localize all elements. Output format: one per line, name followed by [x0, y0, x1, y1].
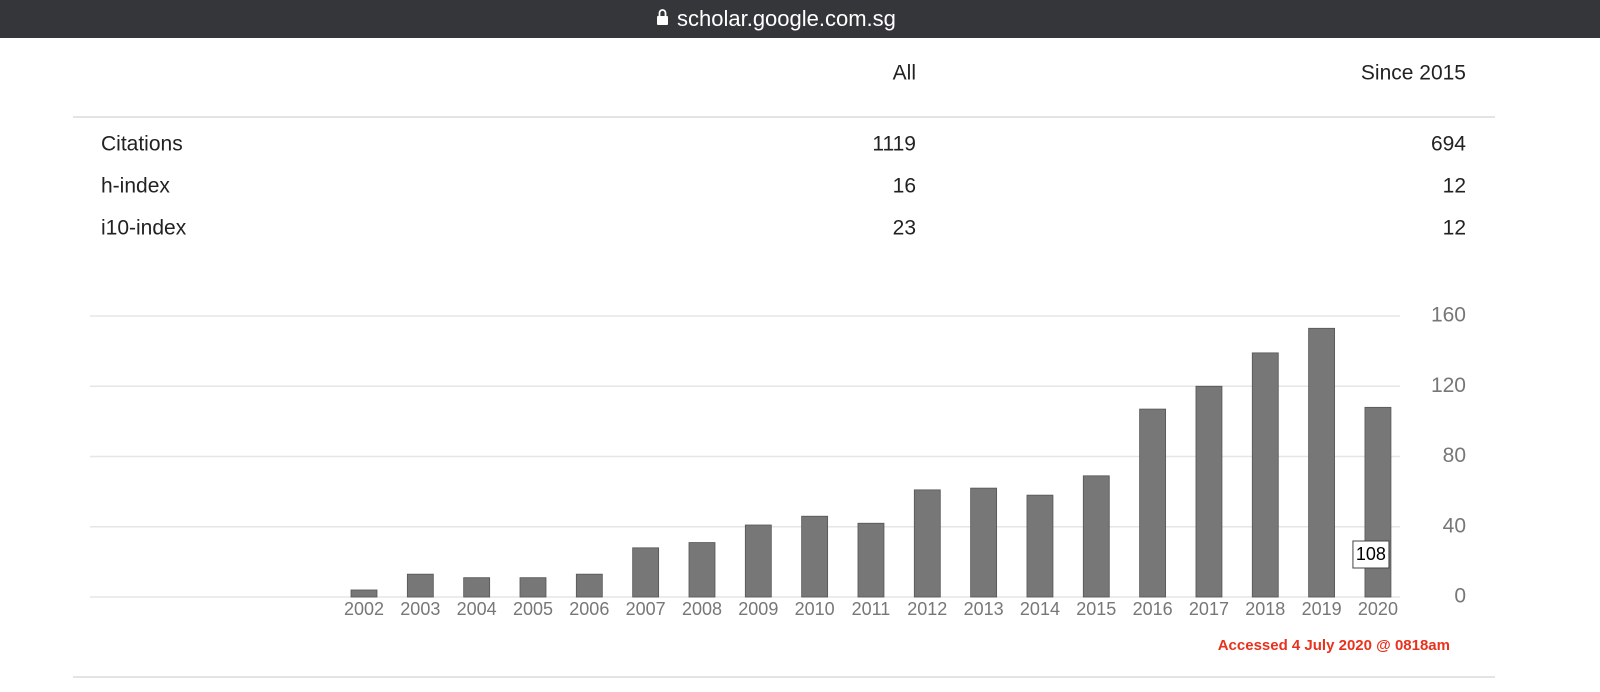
x-tick-label: 2008 — [682, 599, 722, 619]
y-tick-label: 160 — [1431, 304, 1466, 327]
address-bar — [0, 0, 1600, 38]
bar — [575, 573, 603, 598]
row-label: Citations — [101, 133, 183, 156]
x-tick-label: 2014 — [1020, 599, 1060, 619]
y-tick-label: 80 — [1443, 444, 1466, 467]
cell-value: 12 — [1443, 217, 1466, 240]
x-tick-label: 2004 — [457, 599, 497, 619]
x-tick-label: 2011 — [852, 599, 891, 619]
x-tick-label: 2005 — [513, 599, 553, 619]
bar — [1082, 475, 1110, 598]
y-tick-label: 0 — [1454, 585, 1466, 608]
x-tick-label: 2010 — [795, 599, 835, 619]
x-tick-label: 2016 — [1133, 599, 1173, 619]
bar — [463, 577, 491, 598]
bar — [350, 589, 378, 598]
cell-value: 23 — [893, 217, 916, 240]
lock-icon — [657, 9, 668, 25]
bar — [1251, 352, 1279, 598]
x-tick-label: 2019 — [1302, 599, 1342, 619]
x-tick-label: 2009 — [738, 599, 778, 619]
x-tick-label: 2020 — [1358, 599, 1398, 619]
bar — [406, 573, 434, 598]
x-tick-label: 2003 — [400, 599, 440, 619]
bar — [744, 524, 772, 598]
url[interactable]: scholar.google.com.sg — [677, 6, 896, 31]
column-header: All — [893, 62, 916, 85]
tooltip: 108 — [1356, 544, 1386, 564]
x-tick-label: 2002 — [344, 599, 384, 619]
cell-value: 16 — [893, 175, 916, 198]
bar — [913, 489, 941, 598]
access-note: Accessed 4 July 2020 @ 0818am — [1218, 637, 1450, 654]
row-label: h-index — [101, 175, 170, 198]
row-label: i10-index — [101, 217, 187, 240]
bar — [1364, 406, 1392, 598]
cell-value: 12 — [1443, 175, 1466, 198]
bar — [688, 542, 716, 598]
x-tick-label: 2006 — [569, 599, 609, 619]
tooltip-box — [1352, 540, 1390, 569]
x-tick-label: 2017 — [1189, 599, 1229, 619]
cell-value: 1119 — [872, 133, 916, 156]
bar — [1026, 494, 1054, 598]
bar — [970, 487, 998, 598]
x-tick-label: 2013 — [964, 599, 1004, 619]
x-tick-label: 2018 — [1245, 599, 1285, 619]
bar — [1139, 408, 1167, 598]
bar — [857, 522, 885, 598]
x-tick-label: 2007 — [626, 599, 666, 619]
column-header: Since 2015 — [1361, 62, 1466, 85]
cell-value: 694 — [1431, 133, 1466, 156]
stats-table: Citations 1119 694 h-index 16 12 i10-index 23 12 — [101, 133, 1466, 240]
bar — [1308, 327, 1336, 598]
y-tick-label: 40 — [1443, 514, 1466, 537]
y-tick-label: 120 — [1431, 374, 1466, 397]
chart: 0 40 80 120 160 2002 2003 2004 2005 2006 2007 2008 2… — [90, 304, 1466, 619]
x-tick-label: 2012 — [907, 599, 947, 619]
bar — [632, 547, 660, 598]
bar — [801, 515, 829, 598]
bar — [1195, 385, 1223, 598]
x-tick-label: 2015 — [1076, 599, 1116, 619]
bar — [519, 577, 547, 598]
